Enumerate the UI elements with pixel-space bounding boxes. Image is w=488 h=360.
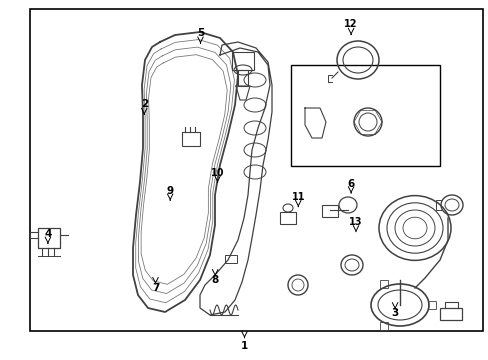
Text: 3: 3 [391, 308, 398, 318]
Bar [439, 308, 461, 320]
Bar [290, 65, 439, 166]
Bar [427, 301, 435, 309]
Bar [280, 212, 295, 224]
Text: 1: 1 [241, 341, 247, 351]
Bar [38, 228, 60, 248]
Bar [238, 70, 247, 86]
Bar [182, 132, 200, 146]
Text: 10: 10 [210, 168, 224, 178]
Text: 6: 6 [347, 179, 354, 189]
Bar [379, 280, 387, 288]
Text: 13: 13 [348, 217, 362, 228]
Text: 7: 7 [151, 283, 159, 293]
Bar [379, 322, 387, 330]
Bar [30, 9, 482, 331]
Bar [321, 205, 337, 217]
Text: 8: 8 [211, 275, 218, 285]
Bar [224, 255, 237, 263]
Text: 5: 5 [197, 28, 203, 38]
Text: 4: 4 [44, 229, 52, 239]
Text: 2: 2 [141, 99, 147, 109]
Text: 11: 11 [291, 192, 305, 202]
Text: 12: 12 [344, 19, 357, 30]
Text: 9: 9 [166, 186, 173, 196]
Bar [231, 52, 253, 70]
